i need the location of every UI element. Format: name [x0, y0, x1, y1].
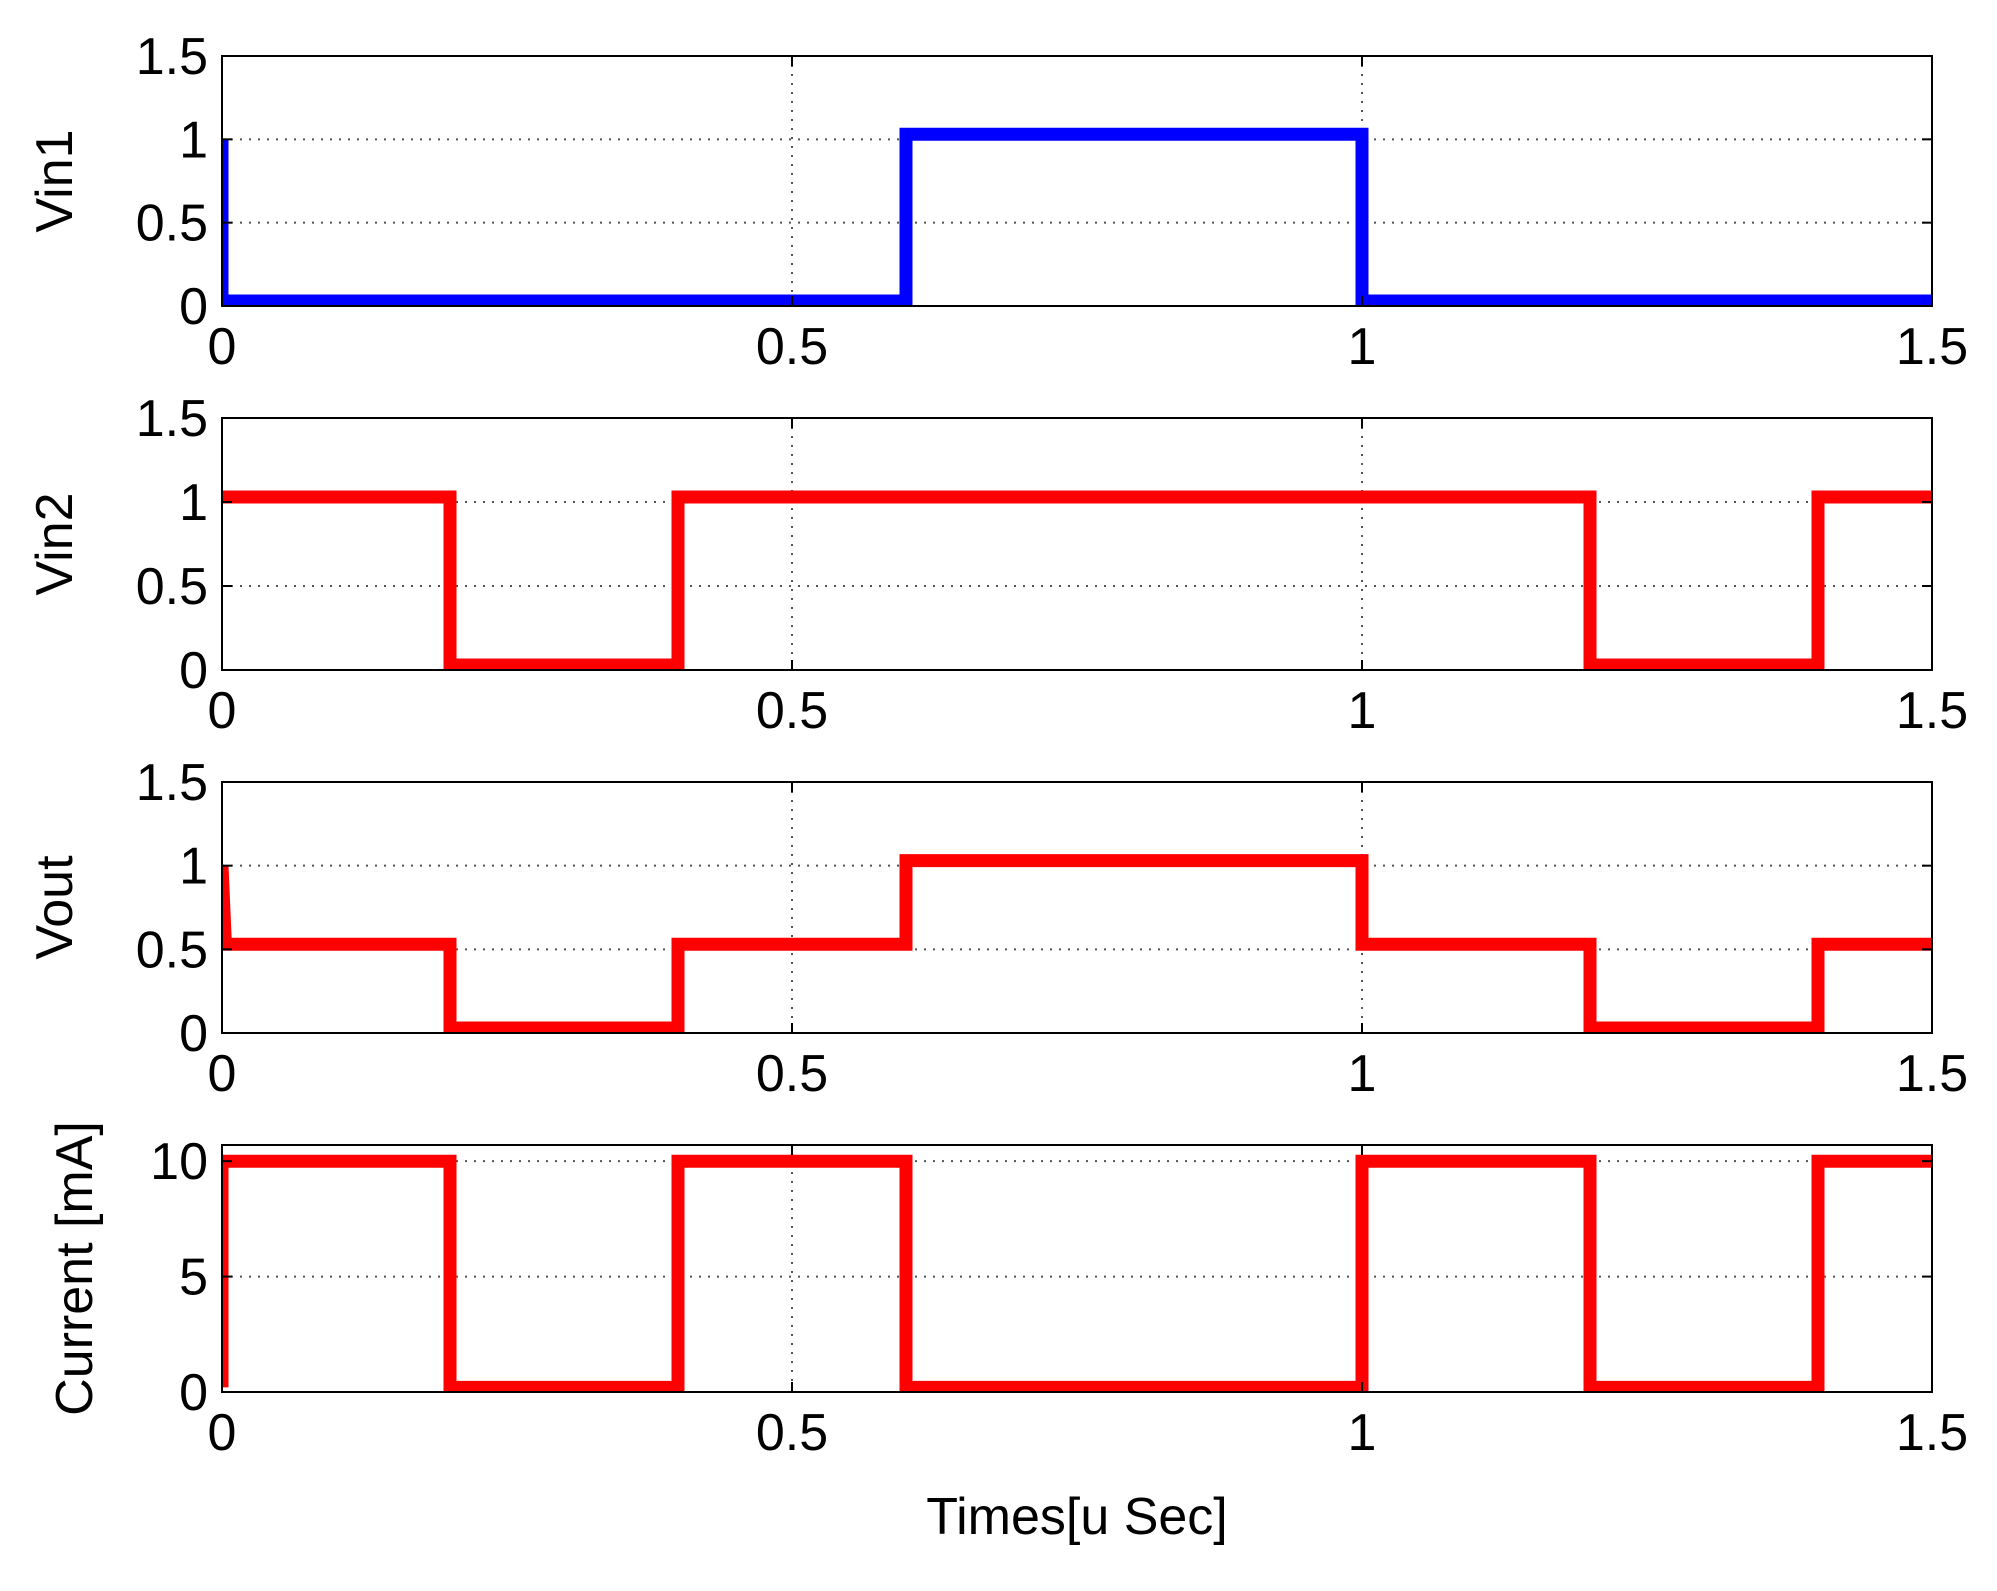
y-tick-label: 0.5 — [136, 195, 208, 253]
panel-4: 0 0.5 1 1.5 0 5 10 Current [mA] Times[u Sec] — [46, 1121, 1968, 1546]
panel-1: 0 0.5 1 1.5 0 0.5 1 1.5 Vin1 — [26, 28, 1968, 376]
panel-2: 0 0.5 1 1.5 0 0.5 1 1.5 Vin2 — [26, 390, 1968, 740]
x-tick-label: 1.5 — [1896, 1404, 1968, 1462]
series-line — [222, 1154, 1932, 1392]
x-tick-label: 1 — [1348, 1404, 1377, 1462]
x-axis-label: Times[u Sec] — [926, 1488, 1228, 1546]
panel-3: 0 0.5 1 1.5 0 0.5 1 1.5 Vout — [26, 754, 1968, 1103]
y-tick-label: 0.5 — [136, 558, 208, 616]
y-tick-label: 1 — [179, 838, 208, 896]
x-tick-label: 0.5 — [756, 1045, 828, 1103]
x-tick-label: 1.5 — [1896, 682, 1968, 740]
axes-frame — [221, 55, 1933, 307]
x-tick-label: 1 — [1348, 318, 1377, 376]
axes-frame — [221, 417, 1933, 671]
plot-area — [222, 56, 1932, 306]
x-tick-label: 0.5 — [756, 318, 828, 376]
plot-area — [222, 1145, 1932, 1392]
x-tick-label: 0.5 — [756, 1404, 828, 1462]
y-axis-label: Vin1 — [26, 129, 84, 232]
y-tick-label: 1 — [179, 474, 208, 532]
y-tick-label: 10 — [150, 1133, 208, 1191]
axes-frame — [221, 1144, 1933, 1393]
y-tick-label: 1 — [179, 111, 208, 169]
axes-frame — [221, 781, 1933, 1034]
plot-area — [222, 782, 1932, 1033]
y-axis-label: Vin2 — [26, 492, 84, 595]
plot-area — [222, 418, 1932, 670]
series-line — [222, 854, 1932, 1033]
x-tick-label: 0 — [208, 1045, 237, 1103]
y-tick-label: 5 — [179, 1249, 208, 1307]
x-tick-label: 1 — [1348, 682, 1377, 740]
y-axis-label: Vout — [26, 855, 84, 960]
x-tick-label: 1.5 — [1896, 1045, 1968, 1103]
y-tick-label: 0.5 — [136, 921, 208, 979]
x-tick-label: 1 — [1348, 1045, 1377, 1103]
y-tick-label: 1.5 — [136, 390, 208, 448]
x-tick-label: 0 — [208, 318, 237, 376]
y-tick-label: 0 — [179, 278, 208, 336]
y-tick-label: 1.5 — [136, 28, 208, 86]
x-tick-label: 0 — [208, 682, 237, 740]
y-tick-label: 0 — [179, 1364, 208, 1422]
y-tick-label: 0 — [179, 642, 208, 700]
y-tick-label: 1.5 — [136, 754, 208, 812]
y-tick-label: 0 — [179, 1005, 208, 1063]
y-axis-label: Current [mA] — [46, 1121, 104, 1416]
x-tick-label: 1.5 — [1896, 318, 1968, 376]
x-tick-label: 0 — [208, 1404, 237, 1462]
series-line — [222, 490, 1932, 670]
x-tick-label: 0.5 — [756, 682, 828, 740]
